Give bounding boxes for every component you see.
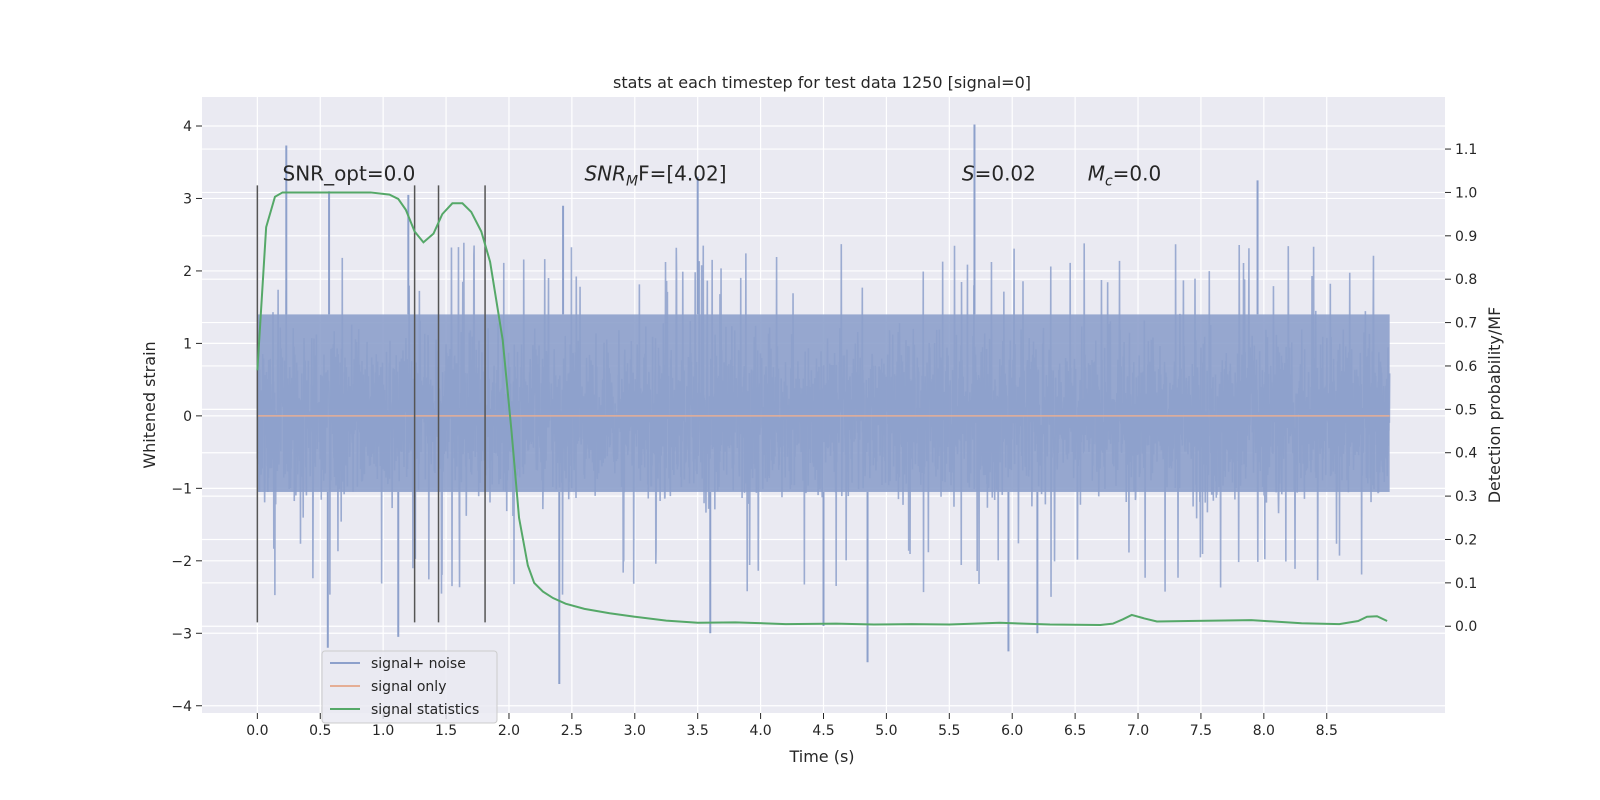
annotation-2: S=0.02 xyxy=(962,161,1036,185)
annotation-1-symbol: SNR xyxy=(584,161,626,185)
x-tick-label-17: 8.5 xyxy=(1316,723,1338,739)
annotation-3-subscript: c xyxy=(1105,173,1113,189)
legend-label-signal-only: signal only xyxy=(371,679,446,695)
x-tick-label-6: 3.0 xyxy=(624,723,646,739)
annotation-2-value: =0.02 xyxy=(975,161,1036,185)
x-tick-label-11: 5.5 xyxy=(938,723,960,739)
vlines xyxy=(256,185,486,623)
y-tick-label-6: −2 xyxy=(171,554,192,570)
y-tick-label-5: −1 xyxy=(171,481,192,497)
y-tick-label-3: 1 xyxy=(183,336,192,352)
annotation-3-symbol: M xyxy=(1088,161,1105,185)
x-tick-label-15: 7.5 xyxy=(1190,723,1212,739)
y2-tick-label-3: 0.8 xyxy=(1455,272,1477,288)
y2-tick-label-0: 1.1 xyxy=(1455,142,1477,158)
x-tick-label-4: 2.0 xyxy=(498,723,520,739)
y-tick-label-2: 2 xyxy=(183,264,192,280)
x-tick-label-2: 1.0 xyxy=(372,723,394,739)
chart-title: stats at each timestep for test data 125… xyxy=(613,73,1031,92)
legend-box xyxy=(321,650,498,724)
noise-band xyxy=(257,314,1390,492)
annotation-2-symbol: S xyxy=(962,161,975,185)
y2-tick-label-8: 0.3 xyxy=(1455,489,1477,505)
annotation-1-subscript: M xyxy=(626,173,638,189)
y2-tick-label-9: 0.2 xyxy=(1455,532,1477,548)
right-axis: 1.1 1.0 0.9 0.8 0.7 0.6 0.5 0.4 0.3 0.2 0.1 0.0 xyxy=(1445,142,1477,635)
x-tick-label-9: 4.5 xyxy=(812,723,834,739)
x-axis: 0.0 0.5 1.0 1.5 2.0 2.5 3.0 3.5 4.0 4.5 5.0 5.5 6.0 6… xyxy=(246,713,1338,739)
legend-label-noise: signal+ noise xyxy=(371,656,466,672)
annotation-3: Mc=0.0 xyxy=(1088,161,1162,189)
x-tick-label-8: 4.0 xyxy=(749,723,771,739)
y2-tick-label-4: 0.7 xyxy=(1455,316,1477,332)
x-tick-label-12: 6.0 xyxy=(1001,723,1023,739)
annotation-3-value: =0.0 xyxy=(1113,161,1162,185)
y2-axis-label: Detection probability/MF xyxy=(1485,307,1504,504)
x-tick-label-10: 5.0 xyxy=(875,723,897,739)
annotations: SNR_opt=0.0 SNRMF=[4.02] S=0.02 Mc=0.0 xyxy=(283,161,1162,189)
x-tick-label-7: 3.5 xyxy=(687,723,709,739)
x-tick-label-14: 7.0 xyxy=(1127,723,1149,739)
y-tick-label-7: −3 xyxy=(171,626,192,642)
y2-tick-label-2: 0.9 xyxy=(1455,229,1477,245)
x-axis-label: Time (s) xyxy=(788,747,854,766)
legend-label-statistics: signal statistics xyxy=(371,702,479,718)
y-axis-label: Whitened strain xyxy=(140,341,159,468)
y2-tick-label-10: 0.1 xyxy=(1455,576,1477,592)
statistics-line xyxy=(256,191,1388,626)
x-tick-label-0: 0.0 xyxy=(246,723,268,739)
x-tick-label-13: 6.5 xyxy=(1064,723,1086,739)
x-tick-label-5: 2.5 xyxy=(561,723,583,739)
statistics-series xyxy=(256,191,1388,626)
noise-series xyxy=(256,124,1391,685)
x-tick-label-3: 1.5 xyxy=(435,723,457,739)
y-tick-label-1: 3 xyxy=(183,191,192,207)
y2-tick-label-5: 0.6 xyxy=(1455,359,1477,375)
x-tick-label-16: 8.0 xyxy=(1253,723,1275,739)
y2-tick-label-1: 1.0 xyxy=(1455,185,1477,201)
left-axis: 4 3 2 1 0 −1 −2 −3 −4 xyxy=(171,119,202,715)
y2-tick-label-6: 0.5 xyxy=(1455,402,1477,418)
y2-tick-label-11: 0.0 xyxy=(1455,619,1477,635)
y-tick-label-8: −4 xyxy=(171,699,192,715)
annotation-0: SNR_opt=0.0 xyxy=(283,161,416,185)
annotation-1-value: F=[4.02] xyxy=(638,161,726,185)
y-tick-label-0: 4 xyxy=(183,119,192,135)
y2-tick-label-7: 0.4 xyxy=(1455,446,1477,462)
y-tick-label-4: 0 xyxy=(183,409,192,425)
annotation-1: SNRMF=[4.02] xyxy=(584,161,726,189)
legend: signal+ noise signal only signal statist… xyxy=(321,650,498,724)
x-tick-label-1: 0.5 xyxy=(309,723,331,739)
